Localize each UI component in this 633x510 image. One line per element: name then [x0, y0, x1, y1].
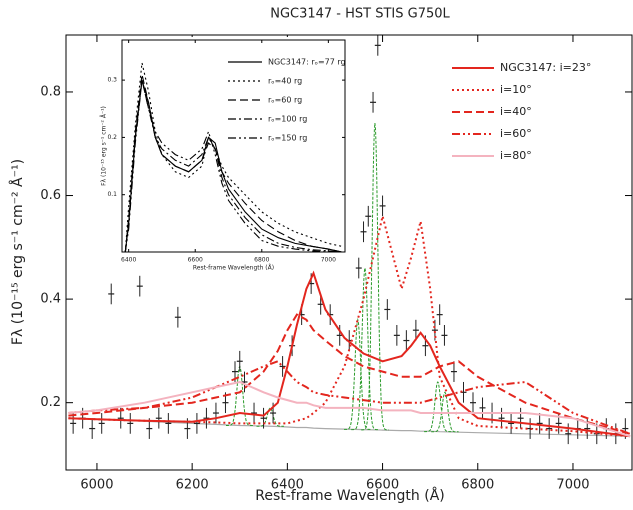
x-tick-label: 6600	[188, 257, 203, 264]
narrow-line	[361, 122, 389, 431]
y-tick-label: 0.2	[40, 395, 61, 410]
narrow-line	[351, 267, 379, 431]
model-line	[68, 270, 631, 438]
x-tick-label: 6800	[461, 478, 494, 493]
y-tick-label: 0.8	[40, 84, 61, 99]
inset-line	[124, 74, 342, 252]
x-tick-label: 6800	[254, 257, 269, 264]
inset-legend-label: rₒ=60 rg	[268, 96, 302, 105]
inset-y-axis-label: Fλ (10⁻¹⁵ erg s⁻¹ cm⁻² Å⁻¹)	[101, 106, 108, 186]
model-line	[68, 360, 631, 435]
model-line	[68, 380, 631, 438]
x-tick-label: 6000	[80, 478, 113, 493]
y-tick-label: 0.3	[107, 77, 117, 84]
narrow-line	[344, 317, 372, 430]
narrow-line	[256, 407, 284, 427]
inset-legend-label: rₒ=150 rg	[268, 134, 307, 143]
y-tick-label: 0.2	[107, 134, 117, 141]
x-tick-label: 7000	[321, 257, 336, 264]
x-tick-label: 6200	[176, 478, 209, 493]
x-tick-label: 6400	[121, 257, 136, 264]
x-tick-label: 7000	[556, 478, 589, 493]
y-tick-label: 0.1	[107, 191, 117, 198]
inset-legend-label: NGC3147: rₒ=77 rg	[268, 58, 346, 67]
continuum-line	[68, 417, 631, 437]
legend-label: i=60°	[500, 127, 532, 140]
inset-background	[100, 37, 348, 263]
x-tick-label: 6600	[366, 478, 399, 493]
legend-label: i=80°	[500, 149, 532, 162]
inset-legend-label: rₒ=40 rg	[268, 77, 302, 86]
inset-legend-label: rₒ=100 rg	[268, 115, 307, 124]
inset-line	[124, 79, 342, 252]
chart-title: NGC3147 - HST STIS G750L	[270, 7, 450, 22]
x-axis-label: Rest-frame Wavelength (Å)	[255, 487, 445, 504]
y-axis-label: Fλ (10⁻¹⁵ erg s⁻¹ cm⁻² Å⁻¹)	[9, 159, 26, 345]
model-line	[68, 215, 631, 438]
y-tick-label: 0.4	[40, 292, 61, 307]
legend-label: i=10°	[500, 83, 532, 96]
x-tick-label: 6400	[271, 478, 304, 493]
plot-frame	[65, 34, 633, 471]
legend-label: i=40°	[500, 105, 532, 118]
narrow-line	[424, 381, 452, 433]
y-tick-label: 0.6	[40, 188, 61, 203]
narrow-line	[226, 365, 254, 426]
inset-x-axis-label: Rest-frame Wavelength (Å)	[193, 265, 274, 272]
inset-frame	[121, 39, 346, 253]
legend-label: NGC3147: i=23°	[500, 61, 591, 74]
narrow-line	[431, 391, 459, 433]
